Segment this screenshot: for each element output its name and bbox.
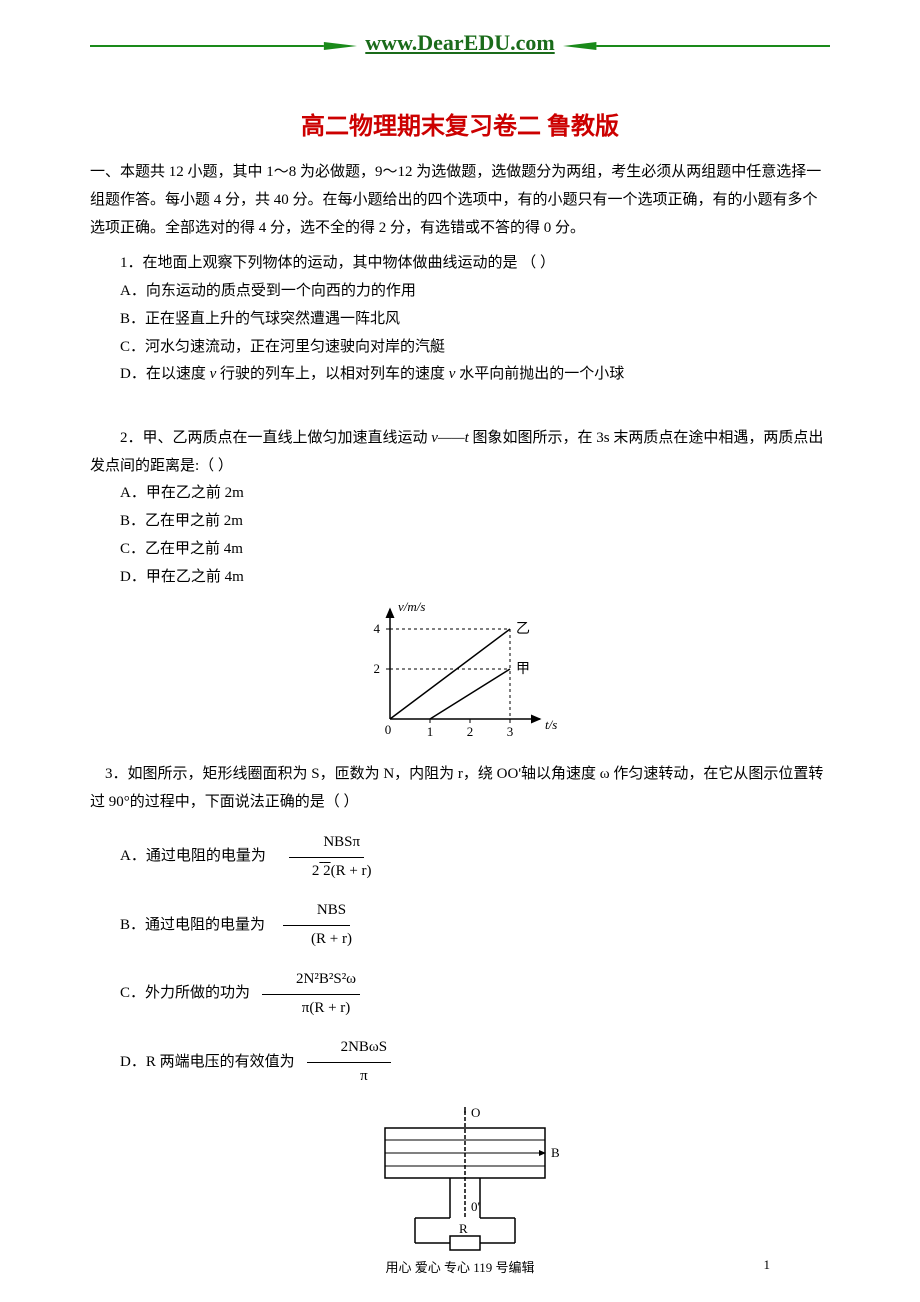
- q1-d-pre: D．在以速度: [120, 366, 210, 382]
- label-O: O: [471, 1105, 480, 1120]
- q2-option-d: D．甲在乙之前 4m: [90, 564, 830, 592]
- q3-option-a: A．通过电阻的电量为 NBSπ 2 2(R + r): [90, 829, 830, 886]
- q2-option-a: A．甲在乙之前 2m: [90, 480, 830, 508]
- q1-d-mid: 行驶的列车上，以相对列车的速度: [216, 366, 449, 382]
- q1-option-a: A．向东运动的质点受到一个向西的力的作用: [90, 278, 830, 306]
- q3-option-d: D．R 两端电压的有效值为 2NBωS π: [90, 1034, 830, 1091]
- q2-option-b: B．乙在甲之前 2m: [90, 508, 830, 536]
- q1-d-post: 水平向前抛出的一个小球: [455, 366, 624, 382]
- q3-b-num: NBS: [283, 897, 350, 926]
- label-Oprime: 0': [471, 1199, 480, 1214]
- q3-b-den: (R + r): [277, 926, 356, 954]
- q3-c-num: 2N²B²S²ω: [262, 966, 360, 995]
- question-2: 2．甲、乙两质点在一直线上做匀加速直线运动 v——t 图象如图所示，在 3s 末…: [90, 425, 830, 750]
- q3-d-label: D．R 两端电压的有效值为: [90, 1049, 295, 1077]
- q2-option-c: C．乙在甲之前 4m: [90, 536, 830, 564]
- q1-stem: 1．在地面上观察下列物体的运动，其中物体做曲线运动的是 （ ）: [90, 250, 830, 278]
- q3-d-den: π: [326, 1063, 372, 1091]
- xtick-3: 3: [507, 724, 514, 739]
- xtick-2: 2: [467, 724, 474, 739]
- q1-option-c: C．河水匀速流动，正在河里匀速驶向对岸的汽艇: [90, 334, 830, 362]
- line-yi-label: 乙: [516, 621, 530, 637]
- banner-decor-left: [90, 38, 357, 48]
- label-B: B: [551, 1145, 560, 1160]
- q2-stem-pre: 2．甲、乙两质点在一直线上做匀加速直线运动: [120, 430, 431, 446]
- question-1: 1．在地面上观察下列物体的运动，其中物体做曲线运动的是 （ ） A．向东运动的质…: [90, 250, 830, 389]
- q3-a-label: A．通过电阻的电量为: [90, 843, 266, 871]
- banner-decor-right: [563, 38, 830, 48]
- y-axis-label: v/m/s: [398, 599, 425, 614]
- page-title: 高二物理期末复习卷二 鲁教版: [90, 106, 830, 141]
- q2-chart: 2 4 0 1 2 3 v/m/s: [90, 599, 830, 749]
- q3-d-num: 2NBωS: [307, 1034, 392, 1063]
- page-footer: 用心 爱心 专心 119 号编辑 1: [0, 1257, 920, 1276]
- q2-stem-vt: v——t: [431, 430, 469, 446]
- header-banner: www.DearEDU.com: [90, 30, 830, 56]
- intro-text: 一、本题共 12 小题，其中 1～8 为必做题，9～12 为选做题，选做题分为两…: [90, 159, 830, 242]
- footer-text: 用心 爱心 专心 119 号编辑: [385, 1260, 534, 1275]
- q3-a-den: 2 2(R + r): [278, 858, 376, 886]
- ytick-4: 4: [374, 621, 381, 636]
- xtick-1: 1: [427, 724, 434, 739]
- q3-c-fraction: 2N²B²S²ω π(R + r): [262, 966, 360, 1023]
- q3-diagram: O 0' B R: [90, 1103, 830, 1253]
- q3-b-fraction: NBS (R + r): [277, 897, 356, 954]
- q3-a-num: NBSπ: [289, 829, 364, 858]
- banner-url: www.DearEDU.com: [365, 30, 554, 56]
- q3-stem: 3．如图所示，矩形线圈面积为 S，匝数为 N，内阻为 r，绕 OO'轴以角速度 …: [90, 761, 830, 817]
- xtick-0: 0: [385, 722, 392, 737]
- line-jia-label: 甲: [516, 662, 530, 677]
- question-3: 3．如图所示，矩形线圈面积为 S，匝数为 N，内阻为 r，绕 OO'轴以角速度 …: [90, 761, 830, 1253]
- q3-b-label: B．通过电阻的电量为: [90, 912, 265, 940]
- q3-d-fraction: 2NBωS π: [307, 1034, 392, 1091]
- page-number: 1: [764, 1257, 771, 1273]
- q3-a-fraction: NBSπ 2 2(R + r): [278, 829, 376, 886]
- x-axis-label: t/s: [545, 717, 557, 732]
- ytick-2: 2: [374, 661, 381, 676]
- q1-option-d: D．在以速度 v 行驶的列车上，以相对列车的速度 v 水平向前抛出的一个小球: [90, 361, 830, 389]
- label-R: R: [459, 1221, 468, 1236]
- q3-c-label: C．外力所做的功为: [90, 980, 250, 1008]
- q3-c-den: π(R + r): [268, 995, 355, 1023]
- q3-option-c: C．外力所做的功为 2N²B²S²ω π(R + r): [90, 966, 830, 1023]
- q2-stem: 2．甲、乙两质点在一直线上做匀加速直线运动 v——t 图象如图所示，在 3s 末…: [90, 425, 830, 481]
- q3-option-b: B．通过电阻的电量为 NBS (R + r): [90, 897, 830, 954]
- q1-option-b: B．正在竖直上升的气球突然遭遇一阵北风: [90, 306, 830, 334]
